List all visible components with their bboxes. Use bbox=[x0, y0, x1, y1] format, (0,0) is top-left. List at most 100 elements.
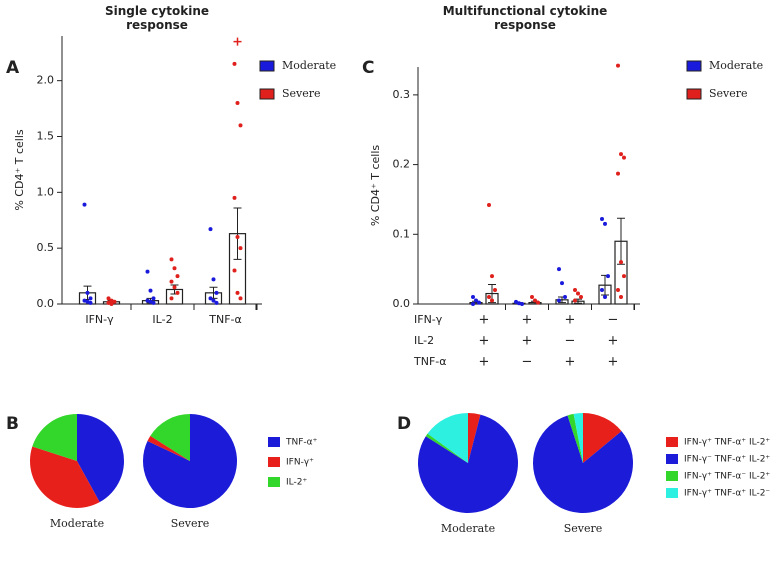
y-tick-label: 0.1 bbox=[393, 227, 411, 240]
data-point bbox=[175, 274, 180, 279]
data-point bbox=[606, 274, 610, 279]
pie-slice bbox=[150, 414, 190, 461]
error-bar bbox=[617, 217, 625, 265]
pie-slice bbox=[573, 413, 583, 463]
data-point bbox=[619, 152, 623, 157]
data-point bbox=[238, 246, 243, 251]
pie-slice bbox=[427, 413, 468, 463]
legend-label: IFN-γ⁺ bbox=[286, 458, 314, 468]
pie-slice bbox=[32, 414, 77, 461]
pie-label: Severe bbox=[171, 517, 210, 530]
data-point bbox=[557, 298, 561, 303]
data-point bbox=[622, 274, 626, 279]
x-table-cell: + bbox=[608, 334, 619, 349]
y-tick-label: 0.5 bbox=[37, 241, 55, 254]
data-point bbox=[85, 299, 90, 304]
data-point bbox=[232, 61, 237, 66]
data-point bbox=[148, 299, 153, 304]
legend-label: IFN-γ⁺ TNF-α⁺ IL-2⁺ bbox=[684, 438, 770, 448]
legend-swatch bbox=[666, 437, 678, 447]
legend-label: Severe bbox=[709, 87, 748, 100]
data-point bbox=[106, 300, 111, 305]
data-point bbox=[151, 296, 156, 301]
pie-slice bbox=[142, 414, 237, 509]
x-table-cell: + bbox=[479, 313, 490, 328]
y-tick-label: 0.3 bbox=[393, 88, 411, 101]
pie-slice bbox=[583, 413, 622, 463]
legend-label: Moderate bbox=[282, 59, 336, 72]
data-point bbox=[82, 202, 87, 207]
data-point bbox=[235, 101, 240, 105]
data-point bbox=[579, 295, 583, 300]
data-point bbox=[616, 63, 620, 68]
data-point bbox=[563, 295, 567, 300]
x-table-cell: + bbox=[608, 355, 619, 370]
legend-swatch bbox=[686, 60, 702, 72]
data-point bbox=[619, 295, 623, 300]
data-point bbox=[148, 288, 153, 293]
pie-label: Severe bbox=[564, 522, 603, 535]
data-point bbox=[616, 171, 620, 176]
legend-swatch bbox=[259, 88, 275, 100]
pie-slice bbox=[30, 446, 100, 508]
data-point bbox=[557, 267, 561, 272]
data-point bbox=[172, 266, 177, 271]
panel-label: D bbox=[397, 414, 411, 434]
data-point bbox=[85, 290, 90, 295]
legend-label: IFN-γ⁺ TNF-α⁺ IL-2⁻ bbox=[684, 489, 770, 499]
data-point bbox=[208, 227, 213, 232]
data-point bbox=[172, 285, 177, 290]
x-table-cell: − bbox=[608, 313, 619, 328]
y-tick-label: 0.2 bbox=[393, 158, 411, 171]
x-table-cell: + bbox=[522, 334, 533, 349]
data-point bbox=[474, 298, 478, 303]
data-point bbox=[232, 195, 237, 200]
x-table-row-label: IL-2 bbox=[414, 334, 434, 347]
panel-label: B bbox=[6, 414, 19, 434]
data-point bbox=[235, 235, 240, 239]
data-point bbox=[530, 295, 534, 300]
chart-title: Single cytokine response bbox=[104, 4, 209, 32]
data-point bbox=[145, 269, 150, 274]
pie-slice bbox=[468, 413, 481, 463]
data-point bbox=[600, 288, 604, 293]
pie-slice bbox=[533, 415, 633, 513]
data-point bbox=[82, 298, 87, 303]
data-point bbox=[88, 296, 93, 301]
data-point bbox=[169, 296, 174, 301]
data-point bbox=[471, 295, 475, 300]
legend-swatch bbox=[666, 488, 678, 498]
data-point bbox=[208, 296, 213, 301]
pie-label: Moderate bbox=[441, 522, 495, 535]
data-point bbox=[109, 298, 114, 303]
pie-label: Moderate bbox=[50, 517, 104, 530]
data-point bbox=[573, 288, 577, 293]
legend-swatch bbox=[268, 477, 280, 487]
panel-label: C bbox=[362, 58, 374, 78]
x-table-cell: − bbox=[522, 355, 533, 370]
data-point bbox=[622, 155, 626, 160]
legend-label: IL-2⁺ bbox=[286, 478, 307, 488]
data-point bbox=[477, 300, 481, 305]
x-tick-label: IFN-γ bbox=[85, 313, 114, 326]
data-point bbox=[106, 296, 111, 301]
data-point bbox=[169, 257, 174, 262]
x-table-row-label: IFN-γ bbox=[414, 313, 443, 326]
pie-slice bbox=[418, 414, 519, 513]
data-point bbox=[487, 295, 491, 300]
legend-label: Moderate bbox=[709, 59, 763, 72]
chart-title: Multifunctional cytokine response bbox=[442, 4, 608, 32]
data-point bbox=[175, 290, 180, 295]
x-table-cell: + bbox=[479, 334, 490, 349]
x-table-cell: + bbox=[522, 313, 533, 328]
data-point bbox=[603, 295, 607, 300]
pie-slice bbox=[567, 413, 583, 463]
legend-swatch bbox=[666, 454, 678, 464]
data-point bbox=[88, 300, 93, 305]
data-point bbox=[214, 290, 219, 295]
data-point bbox=[235, 290, 240, 295]
pie-slice bbox=[147, 435, 190, 461]
data-point bbox=[490, 274, 494, 279]
data-point bbox=[536, 300, 540, 305]
